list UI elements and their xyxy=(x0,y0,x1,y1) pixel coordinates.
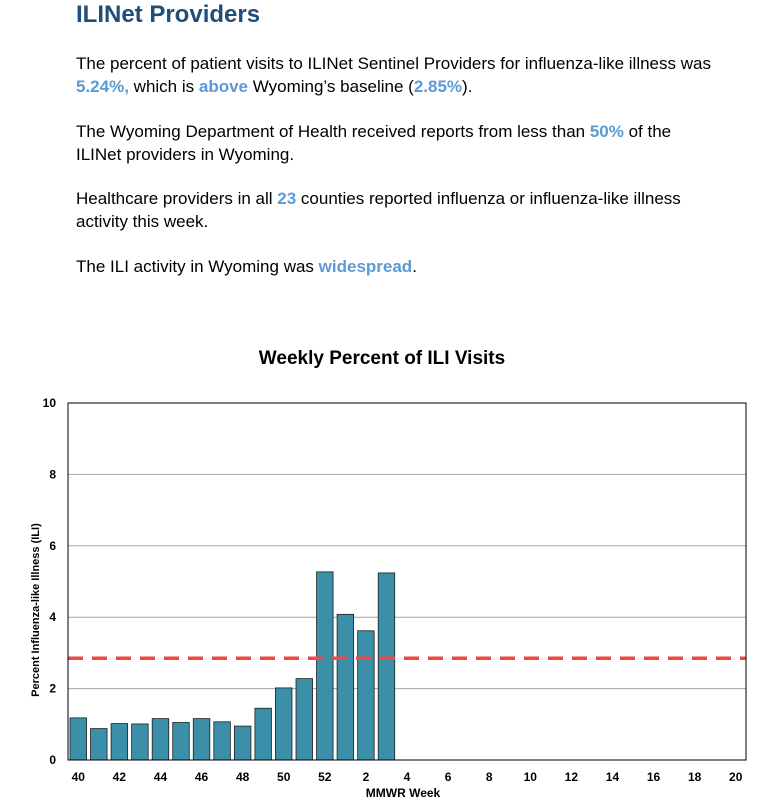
y-tick-label: 8 xyxy=(49,467,56,481)
x-tick-label: 52 xyxy=(318,770,332,784)
bar-week-51 xyxy=(295,678,313,761)
activity-paragraph: The ILI activity in Wyoming was widespre… xyxy=(76,257,417,276)
y-axis-label: Percent Influenza-like Illness (ILI) xyxy=(30,523,42,697)
activity-level: widespread xyxy=(318,257,413,276)
bars xyxy=(69,571,396,761)
x-tick-label: 8 xyxy=(486,770,493,784)
bar-week-45 xyxy=(172,722,190,761)
x-tick-label: 16 xyxy=(647,770,661,784)
county-count: 23 xyxy=(277,189,297,208)
y-tick-label: 0 xyxy=(49,753,56,767)
bar-week-41 xyxy=(90,728,108,761)
bar-week-44 xyxy=(151,718,170,761)
x-tick-label: 48 xyxy=(236,770,250,784)
chart-title: Weekly Percent of ILI Visits xyxy=(258,348,506,369)
x-tick-label: 14 xyxy=(606,770,620,784)
x-tick-label: 18 xyxy=(688,770,702,784)
counties-paragraph: Healthcare providers in all 23 counties … xyxy=(76,189,681,231)
x-tick-label: 10 xyxy=(524,770,538,784)
y-tick-label: 2 xyxy=(49,682,56,696)
bar-week-2 xyxy=(357,630,375,761)
x-tick-label: 12 xyxy=(565,770,579,784)
x-tick-label: 4 xyxy=(404,770,411,784)
bar-week-46 xyxy=(192,718,211,761)
bar-week-3 xyxy=(377,572,396,761)
reporting-percent: 50% xyxy=(589,122,624,141)
x-tick-label: 42 xyxy=(113,770,127,784)
x-tick-label: 46 xyxy=(195,770,209,784)
baseline-comparison: above xyxy=(198,77,248,96)
plot-frame xyxy=(67,402,747,761)
x-tick-labels: 40 42 44 46 48 50 52 2 4 6 8 10 12 14 16 18 20 xyxy=(72,770,743,784)
y-tick-label: 4 xyxy=(49,610,56,624)
baseline-value: 2.85% xyxy=(413,77,463,96)
gridlines xyxy=(68,473,746,690)
x-tick-label: 44 xyxy=(154,770,168,784)
bar-week-52 xyxy=(316,571,334,761)
x-tick-label: 6 xyxy=(445,770,452,784)
x-tick-label: 50 xyxy=(277,770,291,784)
x-tick-label: 40 xyxy=(72,770,86,784)
ili-percent-value: 5.24%, xyxy=(76,77,129,96)
y-tick-label: 6 xyxy=(49,539,56,553)
bar-week-48 xyxy=(233,725,252,761)
reporting-paragraph: The Wyoming Department of Health receive… xyxy=(76,122,672,164)
x-tick-label: 20 xyxy=(729,770,743,784)
bar-week-1 xyxy=(336,613,355,761)
bar-week-47 xyxy=(213,721,231,761)
y-tick-labels: 0 2 4 6 8 10 xyxy=(43,396,57,767)
bar-week-50 xyxy=(275,687,293,761)
x-axis-label: MMWR Week xyxy=(366,786,441,800)
bar-week-43 xyxy=(131,723,149,761)
ili-percent-paragraph: The percent of patient visits to ILINet … xyxy=(76,54,711,96)
section-title: ILINet Providers xyxy=(76,1,261,28)
bar-week-40 xyxy=(69,717,87,761)
bar-week-42 xyxy=(110,723,129,761)
bar-week-49 xyxy=(254,707,272,761)
x-tick-label: 2 xyxy=(363,770,370,784)
y-tick-label: 10 xyxy=(43,396,57,410)
